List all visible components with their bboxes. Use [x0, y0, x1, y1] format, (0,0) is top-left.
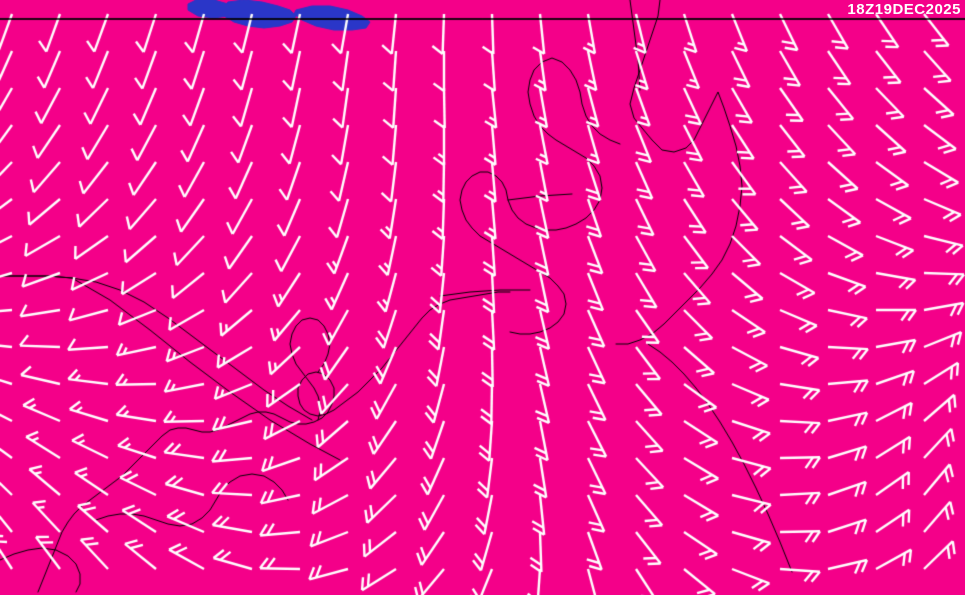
wind-barb-canvas[interactable] [0, 0, 965, 595]
wind-barb-map[interactable]: 18Z19DEC2025 [0, 0, 965, 595]
